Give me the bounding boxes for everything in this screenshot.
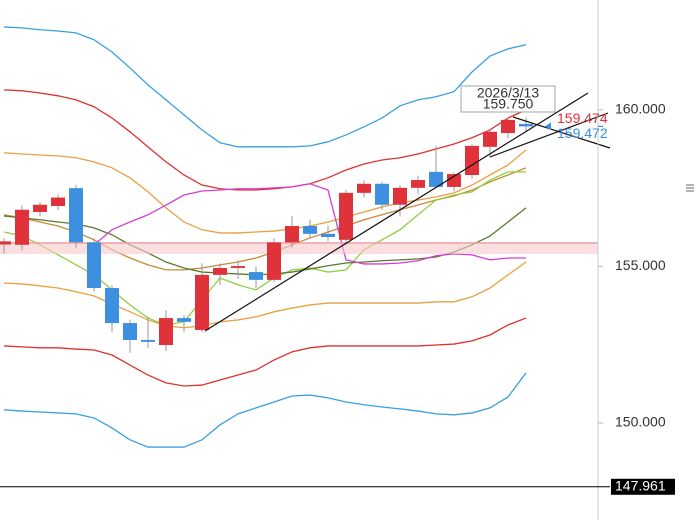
indicator-line xyxy=(3,26,527,148)
price-label: 159.474 xyxy=(557,110,608,126)
candle-body xyxy=(519,123,533,127)
trendline xyxy=(512,116,611,149)
candle-body xyxy=(357,183,371,193)
candle-body xyxy=(447,174,461,187)
indicator-line xyxy=(3,149,527,234)
candle-body xyxy=(33,204,47,212)
price-zone xyxy=(0,242,598,254)
candle-body xyxy=(321,233,335,237)
candle-body xyxy=(303,226,317,234)
candle-body xyxy=(375,183,389,205)
tooltip-price: 159.750 xyxy=(483,96,534,112)
candle-body xyxy=(483,131,497,147)
y-tick-label: 155.000 xyxy=(615,257,666,273)
y-tick-label: 150.000 xyxy=(615,414,666,430)
candle-body xyxy=(285,226,299,243)
candle-body xyxy=(87,242,101,289)
trendline xyxy=(204,92,589,332)
indicator-line xyxy=(3,89,527,191)
candle-body xyxy=(0,241,11,245)
candle-body xyxy=(339,192,353,240)
candle-body xyxy=(249,272,263,280)
indicator-line xyxy=(3,372,527,448)
trendline xyxy=(489,112,609,158)
indicator-line xyxy=(3,317,527,387)
y-tick-label: 160.000 xyxy=(615,101,666,117)
candle-body xyxy=(429,171,443,187)
price-label-bg xyxy=(611,478,675,495)
candle-body xyxy=(159,318,173,345)
candle-body xyxy=(231,266,245,268)
candles xyxy=(0,117,533,353)
candle-body xyxy=(195,274,209,330)
tooltip-box xyxy=(460,85,556,113)
indicator-line xyxy=(3,207,527,276)
candle-body xyxy=(213,267,227,275)
candle-body xyxy=(69,188,83,243)
menu-icon[interactable] xyxy=(686,184,694,192)
candle-body xyxy=(141,339,155,342)
candle-body xyxy=(15,209,29,245)
candle-body xyxy=(177,318,191,322)
candle-body xyxy=(267,242,281,280)
candle-body xyxy=(51,197,65,206)
indicator-line xyxy=(3,261,527,329)
tooltip-date: 2026/3/13 xyxy=(477,85,539,101)
price-label: 147.961 xyxy=(615,477,666,493)
candle-body xyxy=(465,145,479,176)
candle-body xyxy=(411,180,425,188)
price-arrow xyxy=(545,122,551,131)
candle-body xyxy=(105,288,119,324)
candle-body xyxy=(501,119,515,134)
candle-body xyxy=(123,323,137,340)
candle-body xyxy=(393,187,407,205)
price-label: 159.472 xyxy=(557,125,608,141)
